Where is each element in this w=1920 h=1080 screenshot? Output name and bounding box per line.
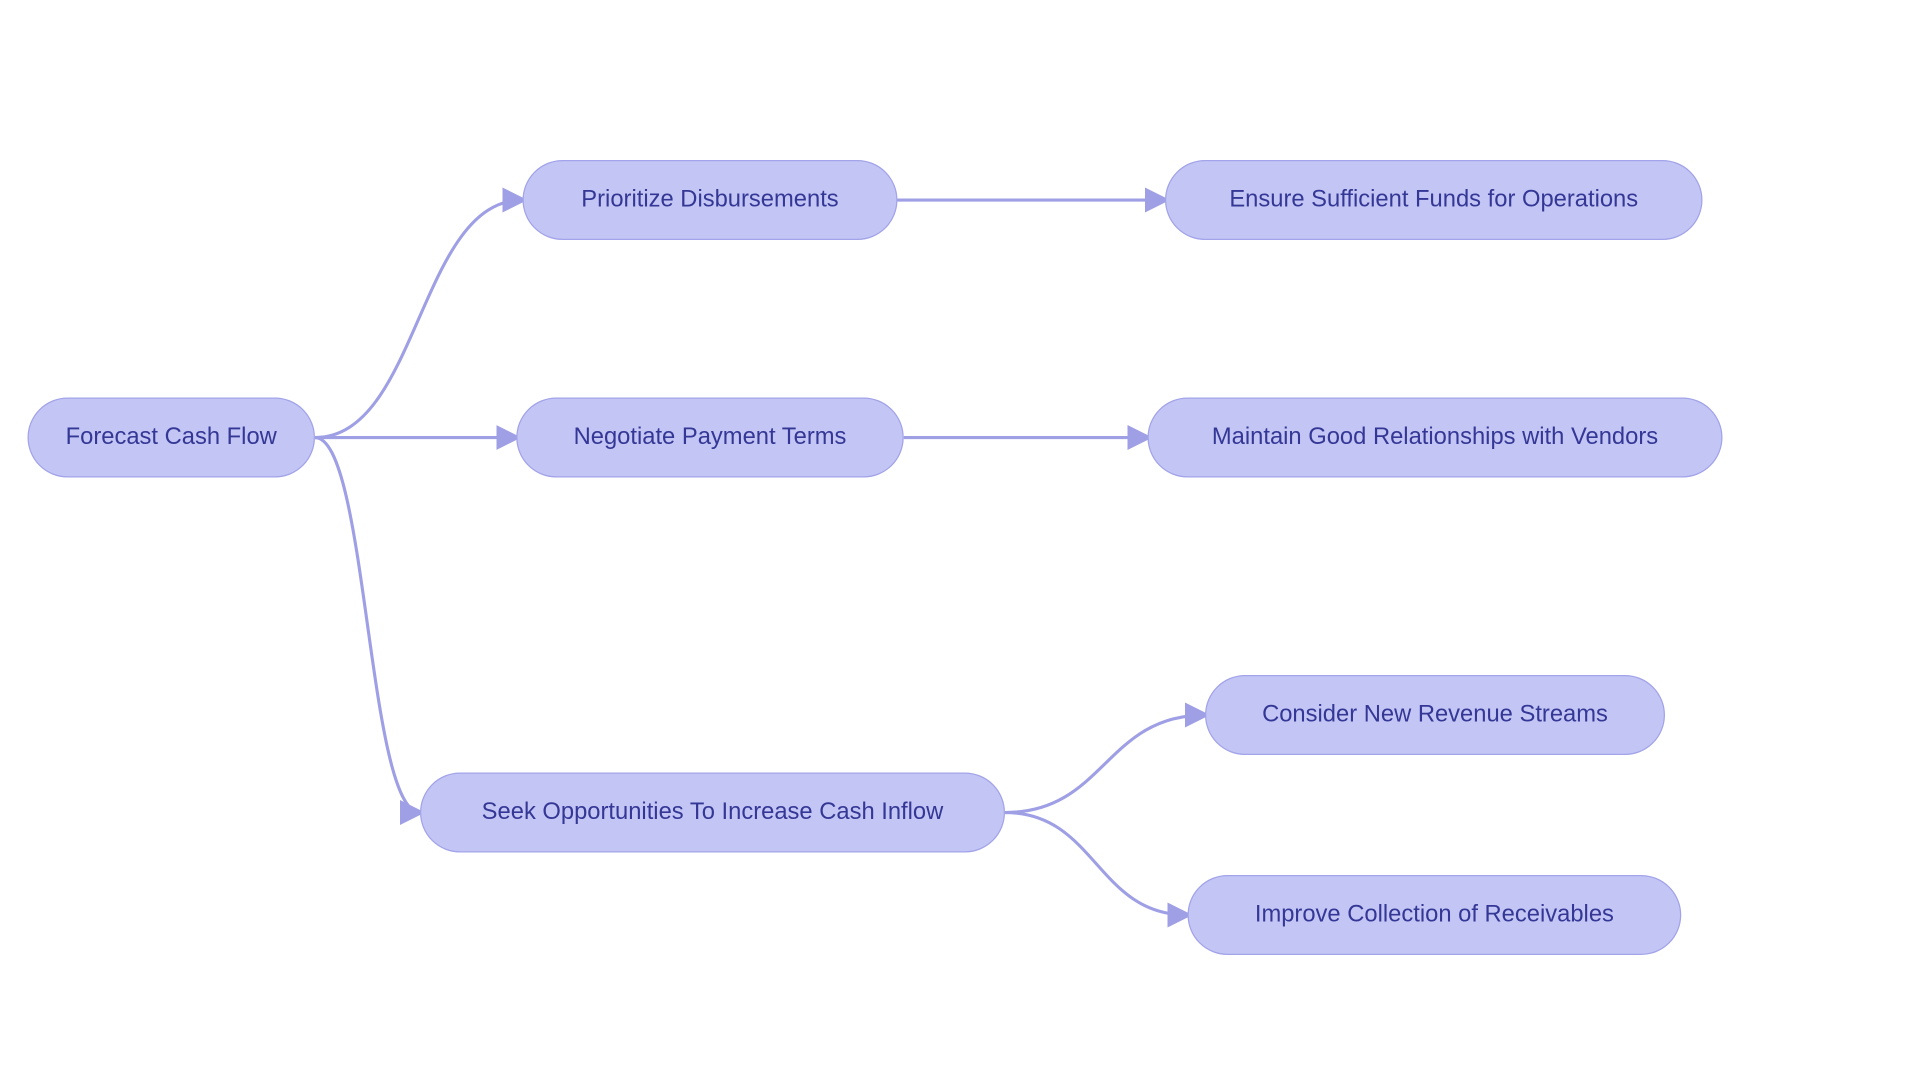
node-label: Improve Collection of Receivables — [1255, 901, 1614, 929]
node-label: Consider New Revenue Streams — [1262, 701, 1608, 729]
node-l2: Maintain Good Relationships with Vendors — [1148, 398, 1723, 478]
edge-root-n3 — [315, 438, 420, 813]
node-label: Forecast Cash Flow — [66, 424, 277, 452]
edge-n3-l4 — [1005, 813, 1188, 916]
node-label: Ensure Sufficient Funds for Operations — [1229, 186, 1638, 214]
node-l1: Ensure Sufficient Funds for Operations — [1165, 160, 1703, 240]
node-l4: Improve Collection of Receivables — [1188, 875, 1682, 955]
node-n2: Negotiate Payment Terms — [516, 398, 904, 478]
node-label: Prioritize Disbursements — [581, 186, 838, 214]
node-label: Negotiate Payment Terms — [574, 424, 847, 452]
edge-root-n1 — [315, 200, 523, 438]
flowchart-canvas: Forecast Cash Flow Prioritize Disbursemen… — [0, 0, 1920, 1080]
node-l3: Consider New Revenue Streams — [1205, 675, 1665, 755]
node-root: Forecast Cash Flow — [28, 398, 316, 478]
node-label: Maintain Good Relationships with Vendors — [1212, 424, 1658, 452]
node-label: Seek Opportunities To Increase Cash Infl… — [482, 799, 944, 827]
edge-n3-l3 — [1005, 715, 1205, 813]
node-n3: Seek Opportunities To Increase Cash Infl… — [420, 773, 1005, 853]
node-n1: Prioritize Disbursements — [523, 160, 898, 240]
